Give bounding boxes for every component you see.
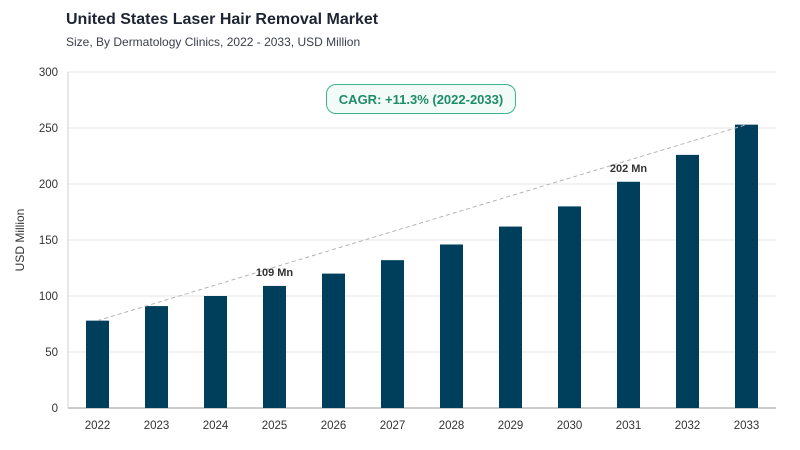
gridlines xyxy=(67,71,776,409)
x-tick-label: 2025 xyxy=(262,420,288,432)
x-tick-label: 2028 xyxy=(439,420,465,432)
x-tick-label: 2024 xyxy=(203,420,229,432)
x-tick-label: 2022 xyxy=(85,420,111,432)
bar xyxy=(86,320,109,408)
bar xyxy=(617,181,640,408)
y-tick-label: 250 xyxy=(39,123,58,135)
bar xyxy=(263,285,286,408)
x-tick-label: 2032 xyxy=(675,420,701,432)
bar xyxy=(145,306,168,408)
trend-line-segment xyxy=(97,124,747,322)
y-axis-ticks: 0 50 100 150 200 250 300 xyxy=(39,67,58,415)
data-label: 202 Mn xyxy=(610,163,648,175)
cagr-badge: CAGR: +11.3% (2022-2033) xyxy=(326,84,516,114)
bar xyxy=(204,296,227,408)
data-label: 109 Mn xyxy=(256,267,294,279)
chart-title: United States Laser Hair Removal Market xyxy=(66,11,379,28)
y-tick-label: 50 xyxy=(45,347,58,359)
bar xyxy=(381,260,404,408)
bar xyxy=(558,206,581,408)
y-tick-label: 300 xyxy=(39,67,58,79)
x-tick-label: 2031 xyxy=(616,420,642,432)
y-tick-label: 100 xyxy=(39,291,58,303)
y-axis-label: USD Million xyxy=(13,209,27,272)
y-tick-label: 200 xyxy=(39,179,58,191)
bars xyxy=(86,124,758,408)
bar xyxy=(322,273,345,408)
bar xyxy=(735,124,758,408)
x-tick-label: 2027 xyxy=(380,420,406,432)
bar xyxy=(440,244,463,408)
y-tick-label: 150 xyxy=(39,235,58,247)
x-tick-label: 2033 xyxy=(734,420,760,432)
chart-subtitle: Size, By Dermatology Clinics, 2022 - 203… xyxy=(66,35,361,49)
bar xyxy=(499,226,522,408)
x-tick-label: 2029 xyxy=(498,420,524,432)
x-axis-ticks: 2022 2023 2024 2025 2026 2027 2028 2029 2030 2031… xyxy=(85,420,760,432)
x-tick-label: 2026 xyxy=(321,420,347,432)
trend-line xyxy=(97,124,747,322)
y-tick-label: 0 xyxy=(52,403,58,415)
x-tick-label: 2030 xyxy=(557,420,583,432)
data-labels: 109 Mn 202 Mn xyxy=(256,163,648,279)
bar xyxy=(676,154,699,408)
x-tick-label: 2023 xyxy=(144,420,170,432)
